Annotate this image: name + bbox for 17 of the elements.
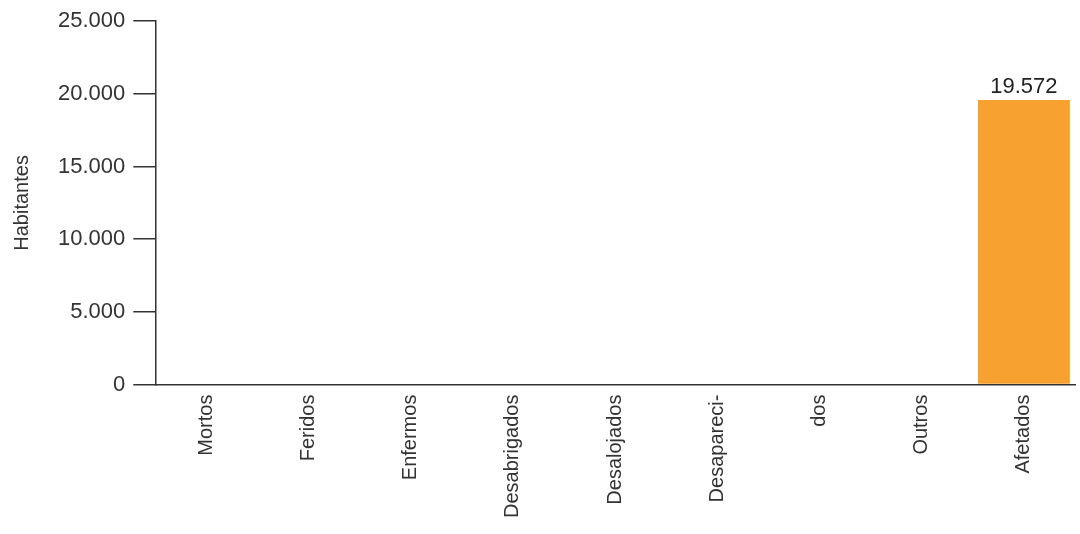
y-tick-label: 10.000 — [57, 225, 126, 251]
x-tick-label: Feridos — [296, 394, 319, 462]
x-tick-label: Desalojados — [602, 394, 625, 505]
y-tick-label: 5.000 — [70, 297, 126, 323]
y-tick-label: 0 — [113, 370, 126, 396]
y-axis-title: Habitantes — [9, 155, 32, 251]
x-tick-label: Afetados — [1011, 394, 1034, 474]
x-tick-label: Desapareci- — [704, 394, 727, 503]
y-tick-label: 20.000 — [57, 79, 126, 105]
x-tick-label: Outros — [909, 394, 932, 455]
y-tick-label: 15.000 — [57, 152, 126, 178]
x-tick-label: Enfermos — [398, 394, 421, 481]
x-tick-label: dos — [807, 394, 830, 427]
x-tick-label: Mortos — [193, 394, 216, 456]
x-tick-label: Desabrigados — [500, 394, 523, 519]
data-label: 19.572 — [990, 73, 1058, 99]
y-tick-label: 25.000 — [57, 7, 126, 33]
